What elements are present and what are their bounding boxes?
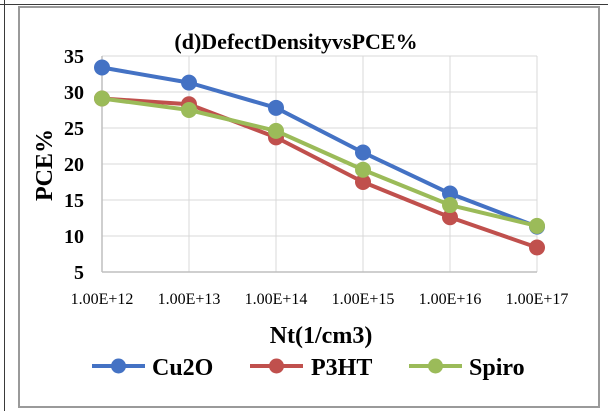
x-tick-label: 1.00E+17 [506, 291, 569, 308]
y-tick-label: 5 [74, 262, 84, 284]
page-border-left [4, 0, 5, 411]
chart-title: (d)DefectDensityvsPCE% [174, 29, 417, 54]
y-tick-label: 25 [64, 118, 84, 140]
x-tick-label: 1.00E+14 [245, 291, 308, 308]
legend-item-p3ht: P3HT [250, 355, 372, 381]
series-cu2o [94, 59, 545, 235]
legend-marker [269, 358, 284, 374]
y-tick-label: 15 [64, 190, 84, 212]
series-spiro [94, 90, 545, 234]
series-line [100, 96, 539, 228]
chart-frame [18, 6, 600, 408]
data-point [442, 209, 458, 226]
data-point [181, 102, 197, 118]
legend: Cu2O P3HT Spiro [92, 355, 525, 381]
gridlines [102, 55, 538, 272]
data-point [442, 185, 458, 202]
legend-marker [111, 358, 126, 374]
y-tick-labels: 5 10 15 20 25 30 35 [64, 46, 84, 284]
data-point [355, 144, 371, 161]
x-tick-label: 1.00E+12 [71, 291, 134, 308]
data-point [268, 99, 284, 116]
data-point [181, 74, 197, 91]
legend-label: Cu2O [152, 355, 213, 381]
series [94, 59, 545, 256]
x-tick-label: 1.00E+15 [332, 291, 395, 308]
legend-item-cu2o: Cu2O [92, 355, 213, 381]
series-line [100, 65, 539, 229]
legend-label: P3HT [311, 355, 372, 381]
data-point [529, 217, 545, 234]
data-point [94, 90, 110, 107]
data-point [355, 174, 371, 190]
y-tick-label: 35 [64, 46, 84, 68]
series-p3ht [94, 90, 545, 256]
y-tick-label: 20 [64, 154, 84, 176]
y-tick-label: 10 [64, 226, 84, 248]
x-tick-label: 1.00E+16 [419, 291, 482, 308]
y-tick-label: 30 [64, 82, 84, 104]
series-line [100, 96, 539, 250]
x-tick-label: 1.00E+13 [158, 291, 221, 308]
data-point [355, 161, 371, 178]
page-border-top [0, 4, 608, 5]
legend-marker [428, 358, 443, 374]
data-point [529, 239, 545, 256]
legend-item-spiro: Spiro [409, 355, 525, 381]
data-point [442, 197, 458, 214]
data-point [268, 122, 284, 139]
y-axis-title: PCE% [32, 129, 58, 201]
x-tick-labels: 1.00E+12 1.00E+13 1.00E+14 1.00E+15 1.00E+16… [71, 291, 569, 308]
x-axis-title: Nt(1/cm3) [270, 323, 373, 349]
data-point [94, 59, 110, 76]
legend-label: Spiro [469, 355, 525, 381]
